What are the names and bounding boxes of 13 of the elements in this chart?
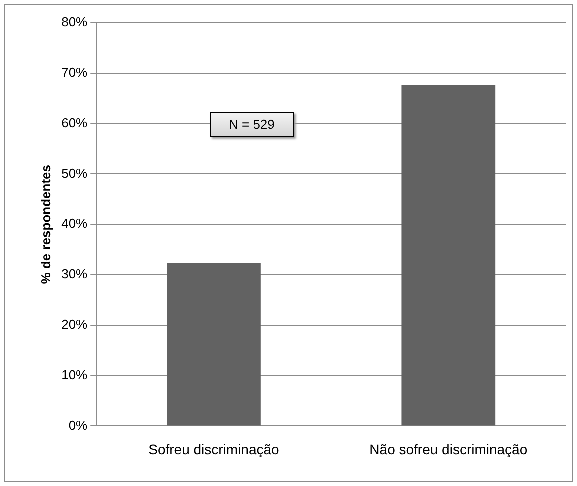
y-tick-label: 20% — [62, 316, 88, 332]
y-tick-label: 50% — [62, 166, 88, 181]
annotation: N = 529 — [210, 112, 294, 137]
y-tick-label: 80% — [62, 14, 88, 30]
x-tick-label: Não sofreu discriminação — [370, 441, 528, 458]
y-tick-label: 40% — [62, 216, 88, 232]
y-tick-label: 10% — [62, 367, 88, 382]
y-tick-label: 70% — [62, 64, 88, 80]
x-tick-label: Sofreu discriminação — [148, 441, 280, 458]
y-tick-label: 0% — [68, 418, 88, 433]
y-tick-label: 30% — [62, 266, 88, 282]
y-tick-label: 60% — [62, 115, 88, 130]
y-axis-title: % de respondentes — [38, 165, 54, 284]
